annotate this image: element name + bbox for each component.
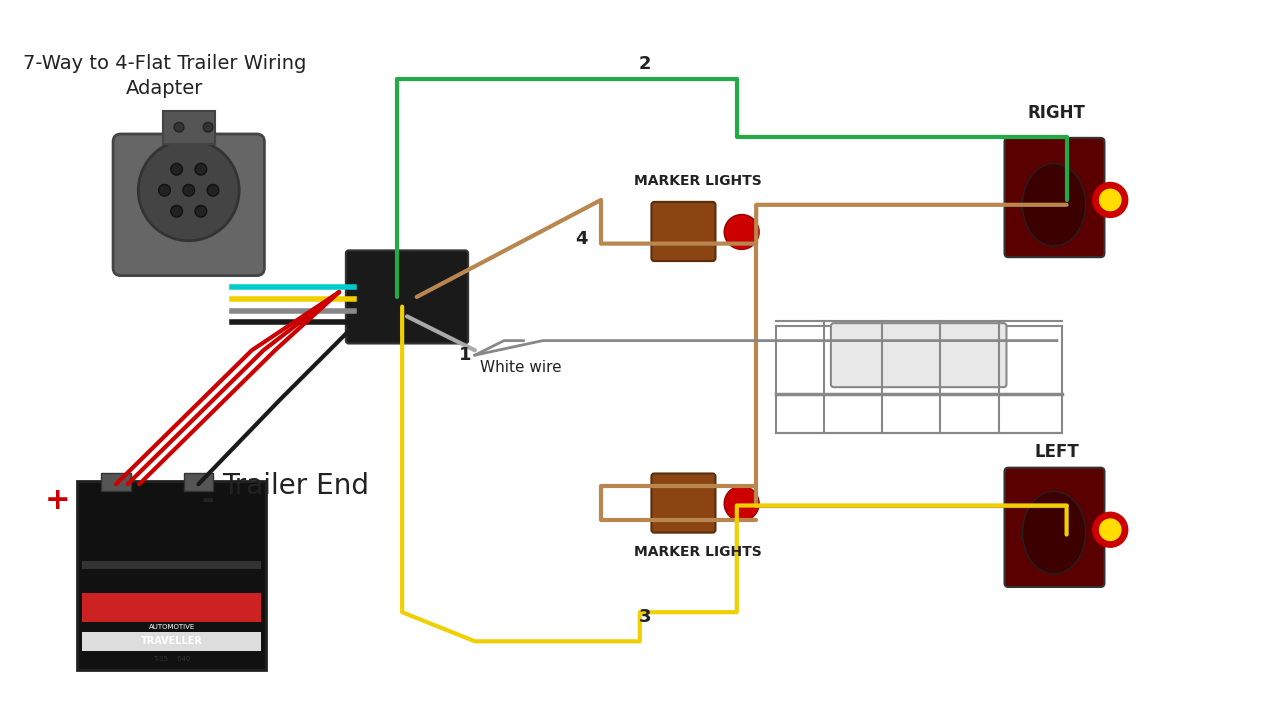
Circle shape — [170, 205, 183, 217]
Circle shape — [170, 163, 183, 175]
FancyBboxPatch shape — [831, 323, 1006, 387]
Circle shape — [138, 140, 239, 240]
FancyBboxPatch shape — [101, 474, 131, 491]
Text: Trailer End: Trailer End — [221, 472, 369, 500]
Circle shape — [1093, 182, 1128, 217]
Circle shape — [1093, 513, 1128, 547]
Circle shape — [1100, 189, 1121, 211]
Bar — [82, 631, 261, 651]
Text: 7-Way to 4-Flat Trailer Wiring
Adapter: 7-Way to 4-Flat Trailer Wiring Adapter — [23, 55, 306, 99]
FancyBboxPatch shape — [652, 202, 716, 261]
Circle shape — [724, 215, 759, 249]
Circle shape — [195, 205, 206, 217]
Circle shape — [195, 163, 206, 175]
Text: 2: 2 — [639, 55, 652, 73]
FancyBboxPatch shape — [346, 251, 468, 343]
Text: RIGHT: RIGHT — [1028, 104, 1085, 122]
FancyBboxPatch shape — [113, 134, 265, 276]
FancyBboxPatch shape — [1005, 138, 1105, 257]
Bar — [776, 326, 1061, 433]
Circle shape — [159, 184, 170, 196]
Text: 3: 3 — [639, 608, 652, 626]
Bar — [82, 593, 261, 622]
FancyBboxPatch shape — [652, 474, 716, 533]
Circle shape — [174, 122, 184, 132]
Text: T-35    640: T-35 640 — [154, 656, 191, 662]
Text: -: - — [202, 486, 215, 515]
Bar — [82, 561, 261, 569]
Ellipse shape — [1023, 163, 1085, 246]
Text: MARKER LIGHTS: MARKER LIGHTS — [634, 545, 762, 559]
Circle shape — [183, 184, 195, 196]
Text: White wire: White wire — [480, 360, 562, 375]
Text: +: + — [45, 486, 70, 515]
Circle shape — [207, 184, 219, 196]
FancyBboxPatch shape — [1005, 468, 1105, 587]
Text: LEFT: LEFT — [1034, 443, 1079, 461]
Ellipse shape — [1023, 492, 1085, 574]
FancyBboxPatch shape — [184, 474, 212, 491]
FancyBboxPatch shape — [77, 481, 266, 670]
Text: TRAVELLER: TRAVELLER — [141, 636, 204, 647]
Circle shape — [204, 122, 212, 132]
Text: 4: 4 — [575, 230, 588, 248]
FancyBboxPatch shape — [163, 111, 215, 144]
Text: 1: 1 — [460, 346, 471, 364]
Circle shape — [1100, 519, 1121, 541]
Circle shape — [724, 486, 759, 521]
Text: MARKER LIGHTS: MARKER LIGHTS — [634, 174, 762, 187]
Text: AUTOMOTIVE: AUTOMOTIVE — [150, 624, 196, 630]
